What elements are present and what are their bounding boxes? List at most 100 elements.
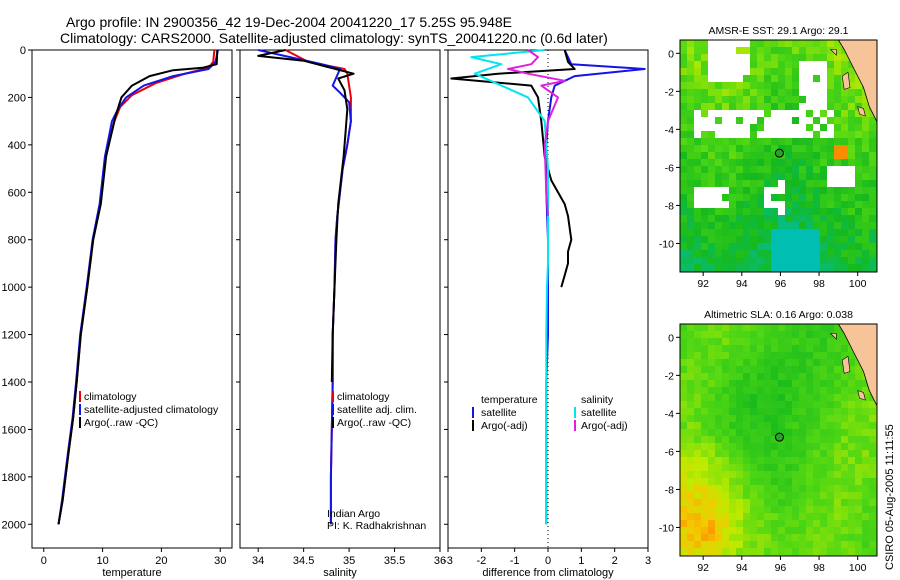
map-cell: [680, 117, 687, 124]
map-cell: [792, 40, 799, 47]
map-cell: [820, 394, 827, 401]
map-cell: [750, 429, 757, 436]
map-cell: [715, 103, 722, 110]
map-cell: [736, 138, 743, 145]
map-cell: [792, 352, 799, 359]
map-cell: [813, 208, 820, 215]
map-cell: [694, 89, 701, 96]
salinity-panel: 34 34.5 35 35.5 36salinityclimatologysatelli…: [236, 49, 446, 579]
map-cell: [869, 401, 876, 408]
map-cell: [701, 236, 708, 243]
map-cell: [722, 236, 729, 243]
map-cell: [764, 82, 771, 89]
map-cell: [806, 401, 813, 408]
map-cell: [750, 450, 757, 457]
map-cell: [736, 208, 743, 215]
map-cell: [834, 40, 841, 47]
map-cell: [743, 324, 750, 331]
map-cell: [715, 222, 722, 229]
map-cell: [680, 68, 687, 75]
map-cell: [806, 450, 813, 457]
map-cell: [764, 394, 771, 401]
map-cell: [813, 138, 820, 145]
map-cell: [708, 338, 715, 345]
map-cell: [764, 215, 771, 222]
map-cell: [743, 131, 750, 138]
map-cell: [820, 527, 827, 534]
map-cell: [680, 443, 687, 450]
map-cell: [708, 345, 715, 352]
map-cell: [771, 366, 778, 373]
map-cell: [687, 499, 694, 506]
map-cell: [785, 215, 792, 222]
x-tick-label: 35.5: [384, 555, 405, 567]
map-cell: [687, 492, 694, 499]
map-cell: [813, 520, 820, 527]
map-cell: [799, 394, 806, 401]
map-cell: [757, 415, 764, 422]
map-cell: [785, 422, 792, 429]
map-cell: [708, 436, 715, 443]
map-cell: [694, 110, 701, 117]
map-cell: [869, 194, 876, 201]
map-cell: [729, 117, 736, 124]
map-cell: [694, 492, 701, 499]
map-cell: [680, 229, 687, 236]
map-cell: [708, 471, 715, 478]
map-cell: [701, 331, 708, 338]
map-cell: [764, 345, 771, 352]
map-cell: [701, 250, 708, 257]
map-cell: [799, 408, 806, 415]
map-cell: [855, 145, 862, 152]
map-cell: [862, 387, 869, 394]
map-cell: [687, 75, 694, 82]
map-cell: [806, 145, 813, 152]
map-cell: [855, 534, 862, 541]
map-cell: [813, 180, 820, 187]
map-cell: [778, 548, 785, 555]
map-cell: [687, 201, 694, 208]
map-cell: [715, 180, 722, 187]
map-cell: [736, 215, 743, 222]
map-cell: [792, 145, 799, 152]
map-cell: [722, 103, 729, 110]
map-cell: [764, 457, 771, 464]
map-cell: [855, 478, 862, 485]
x-tick-label: 92: [697, 278, 709, 290]
map-cell: [848, 173, 855, 180]
map-cell: [792, 103, 799, 110]
map-cell: [834, 152, 841, 159]
map-cell: [701, 222, 708, 229]
map-cell: [834, 117, 841, 124]
map-cell: [848, 513, 855, 520]
map-cell: [687, 520, 694, 527]
map-cell: [757, 166, 764, 173]
map-cell: [827, 429, 834, 436]
map-cell: [736, 145, 743, 152]
map-cell: [806, 103, 813, 110]
map-cell: [764, 54, 771, 61]
map-cell: [855, 243, 862, 250]
map-cell: [792, 243, 799, 250]
y-tick-label: -4: [665, 408, 674, 420]
map-cell: [827, 243, 834, 250]
map-cell: [869, 201, 876, 208]
map-cell: [778, 380, 785, 387]
map-cell: [722, 534, 729, 541]
map-cell: [701, 68, 708, 75]
map-cell: [708, 499, 715, 506]
map-cell: [806, 208, 813, 215]
map-cell: [757, 264, 764, 271]
map-cell: [736, 243, 743, 250]
map-cell: [764, 236, 771, 243]
map-cell: [827, 201, 834, 208]
map-cell: [834, 415, 841, 422]
map-cell: [834, 124, 841, 131]
map-cell: [694, 229, 701, 236]
map-cell: [806, 117, 813, 124]
map-cell: [869, 264, 876, 271]
map-cell: [729, 513, 736, 520]
map-cell: [827, 359, 834, 366]
map-cell: [778, 264, 785, 271]
map-cell: [764, 180, 771, 187]
